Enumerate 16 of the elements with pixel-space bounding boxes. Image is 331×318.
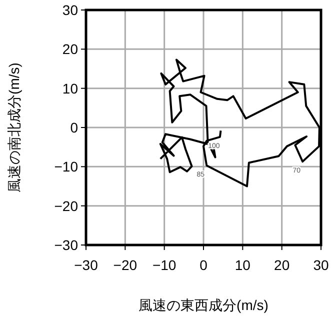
x-tick-label: −20: [113, 257, 138, 273]
x-tick-label: 10: [234, 257, 251, 273]
y-tick-label: 30: [62, 2, 78, 18]
x-tick-label: −30: [74, 257, 98, 273]
y-tick-label: −10: [54, 158, 78, 175]
x-tick-label: 30: [313, 257, 329, 273]
y-tick-label: 10: [62, 80, 78, 96]
x-tick-label: 20: [274, 257, 290, 273]
x-tick-label: 0: [200, 257, 208, 273]
y-tick-label: −30: [54, 237, 78, 253]
x-axis-title: 風速の東西成分(m/s): [138, 297, 268, 313]
y-axis-title: 風速の南北成分(m/s): [6, 62, 22, 192]
x-tick-label: −10: [152, 257, 176, 273]
y-tick-label: 0: [70, 120, 78, 136]
y-tick-label: −20: [54, 198, 78, 214]
y-tick-label: 20: [62, 41, 78, 58]
